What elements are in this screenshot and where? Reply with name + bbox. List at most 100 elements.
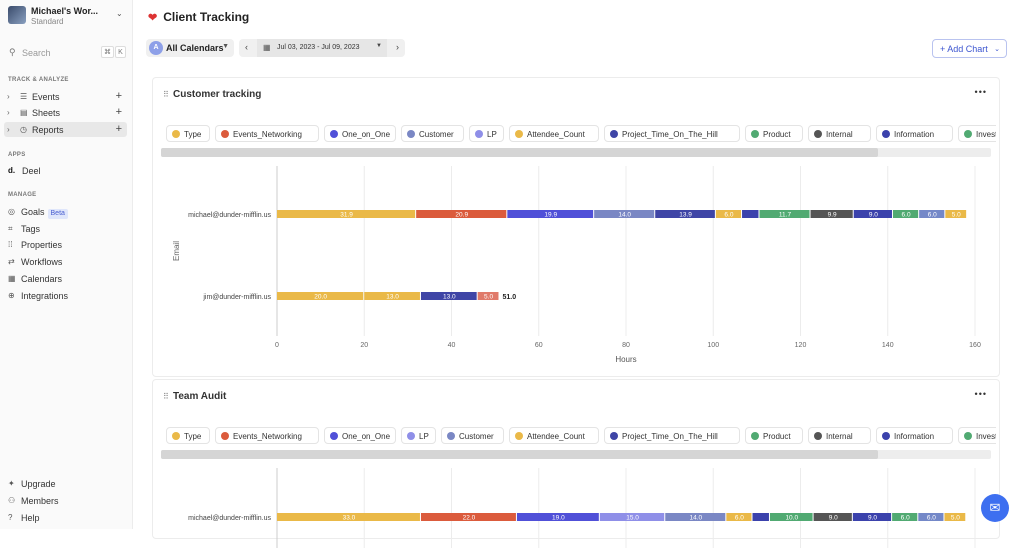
sidebar-item-members[interactable]: ⚇ Members <box>4 493 127 508</box>
chevron-right-icon[interactable]: › <box>7 108 10 117</box>
bar-segment <box>516 513 599 521</box>
chevron-right-icon[interactable]: › <box>7 125 10 134</box>
legend-item[interactable]: Customer <box>401 125 464 142</box>
legend-item[interactable]: Internal <box>808 125 871 142</box>
legend-scrollbar[interactable] <box>161 148 991 157</box>
sidebar-item-label: Goals <box>21 207 45 217</box>
sidebar-item-sheets[interactable]: › ▤ Sheets + <box>4 105 127 120</box>
sidebar-item-reports[interactable]: › ◷ Reports + <box>4 122 127 137</box>
sidebar-item-label: Sheets <box>32 108 61 118</box>
chevron-right-icon[interactable]: › <box>7 92 10 101</box>
add-icon[interactable]: + <box>115 106 122 118</box>
legend-swatch <box>221 432 229 440</box>
chevron-down-icon[interactable]: ⌄ <box>116 9 123 18</box>
target-icon: ◎ <box>8 207 15 216</box>
sidebar-item-workflows[interactable]: ⇄ Workflows <box>4 254 127 269</box>
prev-week-button[interactable]: ‹ <box>245 42 248 52</box>
sidebar-item-label: Events <box>32 92 60 102</box>
chevron-down-icon: ⌄ <box>994 46 1000 53</box>
more-options-icon[interactable]: ••• <box>974 389 987 399</box>
bar-segment <box>892 210 919 218</box>
legend-swatch <box>515 432 523 440</box>
bar-segment <box>507 210 594 218</box>
more-options-icon[interactable]: ••• <box>974 87 987 97</box>
bar-segment <box>759 210 810 218</box>
sidebar-item-upgrade[interactable]: ✦ Upgrade <box>4 476 127 491</box>
workspace-switcher[interactable]: Michael's Wor... Standard ⌄ <box>8 6 128 30</box>
legend-item[interactable]: Type <box>166 427 210 444</box>
add-icon[interactable]: + <box>115 123 122 135</box>
x-tick-label: 100 <box>707 342 719 349</box>
legend-item[interactable]: Project_Time_On_The_Hill <box>604 427 740 444</box>
sidebar: Michael's Wor... Standard ⌄ ⚲ Search ⌘ K… <box>0 0 133 529</box>
heart-icon: ❤ <box>148 12 158 24</box>
sidebar-item-help[interactable]: ? Help <box>4 510 127 525</box>
bar-segment <box>594 210 655 218</box>
bar-segment <box>918 513 944 521</box>
legend-swatch <box>515 130 523 138</box>
legend-label: One_on_One <box>342 130 391 139</box>
next-week-button[interactable]: › <box>396 42 399 52</box>
sidebar-item-integrations[interactable]: ⊕ Integrations <box>4 288 127 303</box>
legend-item[interactable]: One_on_One <box>324 427 396 444</box>
chat-button[interactable]: ✉ <box>981 494 1009 522</box>
legend-swatch <box>882 432 890 440</box>
add-icon[interactable]: + <box>115 90 122 102</box>
legend-label: One_on_One <box>342 432 391 441</box>
legend-item[interactable]: Information <box>876 427 953 444</box>
sidebar-item-label: Tags <box>21 224 41 234</box>
data-label: 13.0 <box>386 294 399 301</box>
legend-item[interactable]: Investing <box>958 427 996 444</box>
sidebar-item-tags[interactable]: ⌗ Tags <box>4 221 127 236</box>
legend-item[interactable]: Type <box>166 125 210 142</box>
sidebar-item-goals[interactable]: ◎ Goals Beta <box>4 204 127 219</box>
data-label: 19.9 <box>544 212 557 219</box>
bar-segment <box>852 513 892 521</box>
sidebar-item-label: Upgrade <box>21 479 56 489</box>
legend-item[interactable]: Internal <box>808 427 871 444</box>
legend-label: Attendee_Count <box>527 130 585 139</box>
sidebar-item-events[interactable]: › ☰ Events + <box>4 89 127 104</box>
data-label: 5.0 <box>951 515 960 522</box>
x-tick-label: 140 <box>882 342 894 349</box>
date-range-dropdown[interactable]: ▦ Jul 03, 2023 - Jul 09, 2023 ▼ <box>257 39 387 57</box>
sheet-icon: ▤ <box>20 108 28 117</box>
legend-label: Product <box>763 130 791 139</box>
legend-item[interactable]: Information <box>876 125 953 142</box>
sidebar-item-deel[interactable]: d. Deel <box>4 163 127 178</box>
members-icon: ⚇ <box>8 496 16 505</box>
add-chart-button[interactable]: + Add Chart ⌄ <box>932 39 1007 58</box>
sidebar-item-calendars[interactable]: ▦ Calendars <box>4 271 127 286</box>
x-tick-label: 0 <box>275 342 279 349</box>
chart-panel-team-audit: ⠿ Team Audit ••• Type Events_Networking On… <box>152 379 1000 548</box>
legend-scrollbar[interactable] <box>161 450 991 459</box>
legend-item[interactable]: Events_Networking <box>215 125 319 142</box>
add-chart-label: Add Chart <box>947 44 988 54</box>
legend-item[interactable]: Customer <box>441 427 504 444</box>
calendar-filter-dropdown[interactable]: A All Calendars ▼ <box>146 39 234 57</box>
legend-item[interactable]: Attendee_Count <box>509 125 599 142</box>
y-tick-label: michael@dunder-mifflin.us <box>188 212 271 219</box>
legend-item[interactable]: LP <box>469 125 504 142</box>
legend-item[interactable]: Investing <box>958 125 996 142</box>
legend-item[interactable]: Product <box>745 427 803 444</box>
sidebar-item-properties[interactable]: ⁞⁞ Properties <box>4 237 127 252</box>
search-input[interactable]: ⚲ Search ⌘ K <box>6 44 126 61</box>
legend-item[interactable]: LP <box>401 427 436 444</box>
y-axis-title: Email <box>172 241 181 261</box>
scrollbar-thumb[interactable] <box>161 148 878 157</box>
bar-segment <box>892 513 918 521</box>
section-track-analyze: TRACK & ANALYZE <box>8 77 69 83</box>
legend-label: Information <box>894 432 935 441</box>
scrollbar-thumb[interactable] <box>161 450 878 459</box>
drag-handle-icon[interactable]: ⠿ <box>163 90 169 99</box>
chat-icon: ✉ <box>989 500 1001 515</box>
data-label: 6.0 <box>901 515 910 522</box>
legend-item[interactable]: One_on_One <box>324 125 396 142</box>
legend-item[interactable]: Product <box>745 125 803 142</box>
legend-item[interactable]: Attendee_Count <box>509 427 599 444</box>
bar-segment <box>477 292 499 300</box>
legend-item[interactable]: Events_Networking <box>215 427 319 444</box>
legend-item[interactable]: Project_Time_On_The_Hill <box>604 125 740 142</box>
drag-handle-icon[interactable]: ⠿ <box>163 392 169 401</box>
